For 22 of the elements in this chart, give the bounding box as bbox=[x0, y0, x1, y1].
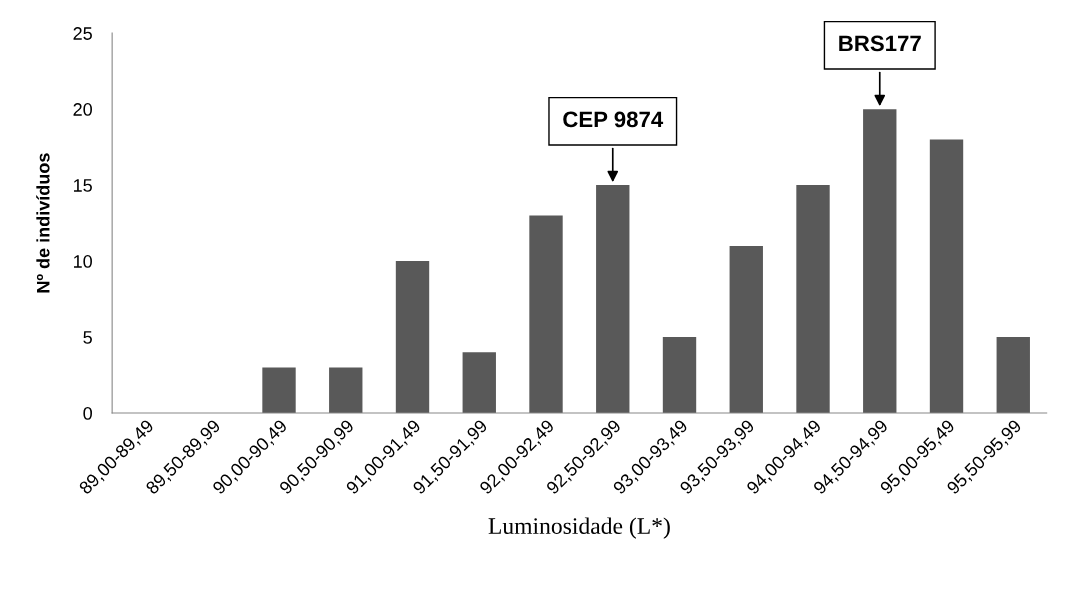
bar bbox=[596, 185, 630, 414]
y-tick-label: 25 bbox=[73, 27, 92, 40]
y-tick-label: 20 bbox=[73, 103, 92, 116]
annotation: BRS177 bbox=[839, 35, 921, 52]
y-tick-label: 0 bbox=[83, 406, 92, 420]
bar bbox=[262, 367, 296, 414]
bar bbox=[462, 352, 496, 414]
bar bbox=[662, 337, 697, 414]
y-tick-label: 5 bbox=[83, 331, 92, 344]
x-axis-title: Luminosidade (L*) bbox=[488, 517, 670, 539]
bar bbox=[329, 367, 363, 414]
bar bbox=[529, 215, 563, 414]
bar bbox=[929, 139, 964, 414]
bar bbox=[996, 337, 1030, 414]
bar bbox=[395, 261, 430, 414]
y-tick-label: 10 bbox=[73, 255, 92, 268]
bar bbox=[729, 245, 763, 414]
y-axis-title: Nº de indivíduos bbox=[36, 153, 50, 293]
bar bbox=[863, 109, 897, 414]
bar bbox=[796, 185, 830, 414]
annotation: CEP 9874 bbox=[563, 111, 664, 128]
y-tick-label: 15 bbox=[73, 179, 92, 192]
